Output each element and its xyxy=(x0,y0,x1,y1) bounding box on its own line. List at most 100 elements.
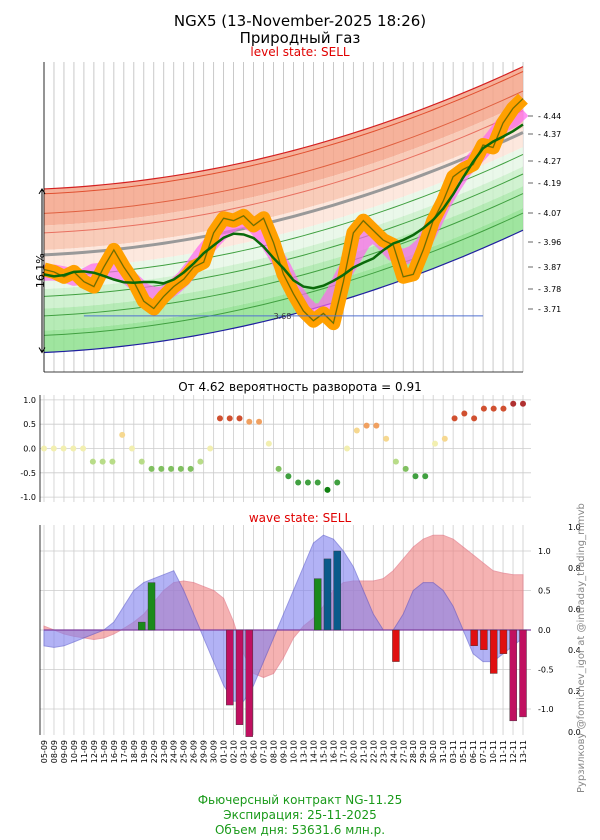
probability-point xyxy=(471,415,478,422)
date-tick-label: 16-09 xyxy=(110,740,119,763)
right-axis-label: 0.4 xyxy=(568,646,581,655)
probability-point xyxy=(177,465,184,472)
price-panel: 3.68 16.1% - 4.44 - 4.37 - 4.27 - 4.19 - 4.07 -… xyxy=(34,62,561,373)
wave-bar xyxy=(509,629,517,722)
probability-point xyxy=(304,479,311,486)
wave-bar xyxy=(519,629,527,718)
wave-bar xyxy=(314,578,322,631)
probability-point xyxy=(402,465,409,472)
date-tick-label: 10-09 xyxy=(70,740,79,763)
probability-point xyxy=(246,418,253,425)
date-tick-label: 30-10 xyxy=(429,740,438,763)
range-arrow-head xyxy=(38,347,46,354)
right-axis-label: 0.2 xyxy=(568,687,581,696)
date-tick-label: 03-11 xyxy=(449,740,458,763)
wave-bar xyxy=(480,629,488,650)
date-tick-label: 01-10 xyxy=(220,740,229,763)
probability-point xyxy=(363,422,370,429)
date-tick-label: 06-10 xyxy=(250,740,259,763)
wave-bar xyxy=(147,582,156,631)
probability-panel: 1.0 0.5 0.0 -0.5 -1.0 xyxy=(20,395,531,502)
level-label: - 3.71 xyxy=(538,305,561,314)
probability-point xyxy=(432,440,439,447)
date-tick-label: 28-10 xyxy=(409,740,418,763)
date-tick-label: 29-09 xyxy=(200,740,209,763)
right-axis-label: 0.0 xyxy=(568,728,581,737)
probability-point xyxy=(324,486,331,493)
probability-point xyxy=(109,458,116,465)
level-label: - 3.87 xyxy=(538,263,561,272)
probability-point xyxy=(422,473,429,480)
date-tick-label: 10-10 xyxy=(289,740,298,763)
level-label: - 3.78 xyxy=(538,285,561,294)
date-tick-label: 12-11 xyxy=(509,740,518,763)
right-axis-label: 0.6 xyxy=(568,605,581,614)
y-tick-label: 0.5 xyxy=(23,420,36,429)
y-tick-label: 0.0 xyxy=(23,445,36,454)
probability-point xyxy=(383,435,390,442)
date-tick-label: 25-09 xyxy=(180,740,189,763)
date-tick-label: 20-10 xyxy=(349,740,358,763)
date-tick-label: 02-10 xyxy=(230,740,239,763)
date-tick-label: 31-10 xyxy=(439,740,448,763)
date-tick-label: 07-11 xyxy=(479,740,488,763)
probability-point xyxy=(334,479,341,486)
date-tick-label: 08-09 xyxy=(50,740,59,763)
probability-point xyxy=(265,440,272,447)
date-tick-label: 22-10 xyxy=(369,740,378,763)
date-tick-label: 05-11 xyxy=(459,740,468,763)
probability-point xyxy=(314,479,321,486)
y-tick-label: -0.5 xyxy=(538,666,554,675)
date-tick-label: 15-10 xyxy=(319,740,328,763)
probability-point xyxy=(187,465,194,472)
footer-volume: Объем дня: 53631.6 млн.р. xyxy=(214,823,386,837)
date-tick-label: 23-09 xyxy=(160,740,169,763)
probability-point xyxy=(461,410,468,417)
chart-title: NGX5 (13-November-2025 18:26) xyxy=(173,12,427,30)
price-line-inner xyxy=(43,98,524,324)
chart-canvas: 3.68 16.1% - 4.44 - 4.37 - 4.27 - 4.19 - 4.07 -… xyxy=(20,62,581,763)
probability-point xyxy=(275,465,282,472)
wave-bar xyxy=(245,629,253,737)
level-label: - 4.44 xyxy=(538,112,561,121)
probability-point xyxy=(500,405,507,412)
probability-point xyxy=(451,415,458,422)
probability-point xyxy=(197,458,204,465)
level-band xyxy=(44,166,523,309)
date-tick-label: 27-10 xyxy=(399,740,408,763)
wave-bar xyxy=(226,629,234,706)
date-tick-label: 26-09 xyxy=(190,740,199,763)
probability-point xyxy=(373,422,380,429)
date-tick-label: 17-10 xyxy=(339,740,348,763)
date-tick-label: 22-09 xyxy=(150,740,159,763)
wave-panel: 1.0 0.5 0.0 -0.5 -1.0 1.0 0.8 0.6 0.4 0.2 0.0 xyxy=(39,523,581,737)
probability-point xyxy=(285,473,292,480)
wave-bar xyxy=(138,621,146,631)
probability-point xyxy=(412,473,419,480)
date-tick-label: 17-09 xyxy=(120,740,129,763)
level-label: - 3.96 xyxy=(538,238,561,247)
date-tick-label: 24-10 xyxy=(389,740,398,763)
date-tick-label: 07-10 xyxy=(260,740,269,763)
probability-point xyxy=(236,415,243,422)
footer-expiration: Экспирация: 25-11-2025 xyxy=(223,808,377,822)
level-label: - 4.07 xyxy=(538,209,561,218)
wave-bar xyxy=(499,629,508,654)
level-band xyxy=(44,103,523,250)
probability-point xyxy=(490,405,497,412)
support-label: 3.68 xyxy=(274,312,292,321)
probability-point xyxy=(226,415,233,422)
level-curve xyxy=(43,229,524,354)
level-curve xyxy=(43,110,524,234)
probability-point xyxy=(70,445,77,452)
range-label: 16.1% xyxy=(34,253,47,288)
probability-point xyxy=(119,431,126,438)
level-band xyxy=(44,208,523,353)
date-tick-label: 06-11 xyxy=(469,740,478,763)
range-arrow-head xyxy=(38,187,46,195)
wave-area-blue xyxy=(43,534,524,702)
probability-point xyxy=(89,458,96,465)
date-tick-label: 21-10 xyxy=(359,740,368,763)
probability-point xyxy=(50,445,57,452)
date-tick-label: 12-09 xyxy=(90,740,99,763)
